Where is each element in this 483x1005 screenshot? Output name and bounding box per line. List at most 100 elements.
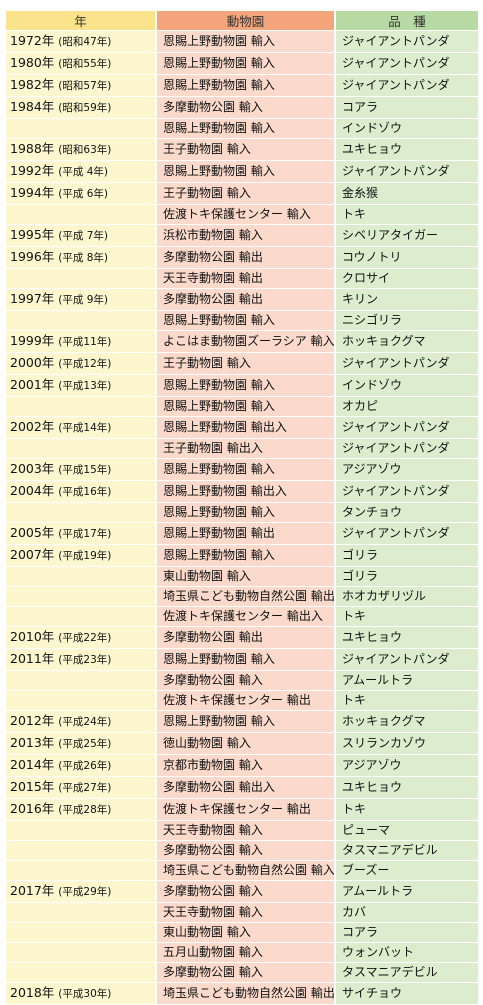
table-row: 東山動物園 輸入 ゴリラ	[6, 567, 478, 586]
zoo-cell: 五月山動物園 輸入	[157, 943, 334, 962]
year-cell: 2011年 (平成23年)	[6, 649, 155, 670]
year-cell: 2010年 (平成22年)	[6, 627, 155, 648]
zoo-cell: 恩賜上野動物園 輸入	[157, 53, 334, 74]
year-cell	[6, 397, 155, 416]
zoo-cell: 浜松市動物園 輸入	[157, 225, 334, 246]
table-row: 1999年 (平成11年) よこはま動物園ズーラシア 輸入 ホッキョクグマ	[6, 331, 478, 352]
species-cell: キリン	[336, 289, 478, 310]
zoo-cell: 王子動物園 輸出入	[157, 439, 334, 458]
table-row: 2014年 (平成26年) 京都市動物園 輸入 アジアゾウ	[6, 755, 478, 776]
year-value: 1982年	[10, 77, 55, 92]
year-cell: 2003年 (平成15年)	[6, 459, 155, 480]
zoo-cell: 恩賜上野動物園 輸入	[157, 397, 334, 416]
table-row: 1982年 (昭和57年) 恩賜上野動物園 輸入 ジャイアントパンダ	[6, 75, 478, 96]
table-row: 佐渡トキ保護センター 輸出 トキ	[6, 691, 478, 710]
species-cell: ピューマ	[336, 821, 478, 840]
era-value: (平成22年)	[58, 632, 112, 644]
zoo-cell: 恩賜上野動物園 輸入	[157, 161, 334, 182]
species-cell: ユキヒョウ	[336, 627, 478, 648]
year-value: 2018年	[10, 985, 55, 1000]
year-value: 2014年	[10, 757, 55, 772]
table-row: 五月山動物園 輸入 ウォンバット	[6, 943, 478, 962]
year-cell	[6, 567, 155, 586]
zoo-cell: 恩賜上野動物園 輸入	[157, 545, 334, 566]
year-value: 2001年	[10, 377, 55, 392]
year-value: 2017年	[10, 883, 55, 898]
year-value: 2011年	[10, 651, 55, 666]
species-cell: トキ	[336, 607, 478, 626]
year-cell: 1994年 (平成 6年)	[6, 183, 155, 204]
species-cell: アムールトラ	[336, 881, 478, 902]
year-cell	[6, 963, 155, 982]
zoo-cell: 多摩動物公園 輸入	[157, 841, 334, 860]
zoo-cell: 恩賜上野動物園 輸入	[157, 375, 334, 396]
species-cell: サイチョウ	[336, 983, 478, 1004]
species-cell: トキ	[336, 205, 478, 224]
year-cell: 2016年 (平成28年)	[6, 799, 155, 820]
year-cell: 2017年 (平成29年)	[6, 881, 155, 902]
zoo-cell: 恩賜上野動物園 輸入	[157, 75, 334, 96]
species-cell: ブーズー	[336, 861, 478, 880]
year-cell	[6, 691, 155, 710]
species-cell: ウォンバット	[336, 943, 478, 962]
year-cell	[6, 439, 155, 458]
year-cell: 2005年 (平成17年)	[6, 523, 155, 544]
year-cell: 1980年 (昭和55年)	[6, 53, 155, 74]
year-cell: 2014年 (平成26年)	[6, 755, 155, 776]
era-value: (平成19年)	[58, 550, 112, 562]
zoo-cell: 王子動物園 輸入	[157, 353, 334, 374]
table-row: 天王寺動物園 輸出 クロサイ	[6, 269, 478, 288]
table-row: 1988年 (昭和63年) 王子動物園 輸入 ユキヒョウ	[6, 139, 478, 160]
table-row: 1980年 (昭和55年) 恩賜上野動物園 輸入 ジャイアントパンダ	[6, 53, 478, 74]
table-row: 佐渡トキ保護センター 輸出入 トキ	[6, 607, 478, 626]
era-value: (平成24年)	[58, 716, 112, 728]
table-row: 王子動物園 輸出入 ジャイアントパンダ	[6, 439, 478, 458]
header-year: 年	[6, 11, 155, 30]
era-value: (平成29年)	[58, 886, 112, 898]
year-cell: 1984年 (昭和59年)	[6, 97, 155, 118]
zoo-cell: 恩賜上野動物園 輸出入	[157, 417, 334, 438]
era-value: (昭和59年)	[58, 102, 112, 114]
species-cell: タスマニアデビル	[336, 963, 478, 982]
era-value: (平成28年)	[58, 804, 112, 816]
table-row: 2003年 (平成15年) 恩賜上野動物園 輸入 アジアゾウ	[6, 459, 478, 480]
table-row: 多摩動物公園 輸入 タスマニアデビル	[6, 963, 478, 982]
species-cell: トキ	[336, 691, 478, 710]
year-value: 1984年	[10, 99, 55, 114]
table-row: 2015年 (平成27年) 多摩動物公園 輸出入 ユキヒョウ	[6, 777, 478, 798]
year-cell	[6, 311, 155, 330]
year-cell: 1997年 (平成 9年)	[6, 289, 155, 310]
year-value: 2005年	[10, 525, 55, 540]
table-row: 2017年 (平成29年) 多摩動物公園 輸入 アムールトラ	[6, 881, 478, 902]
zoo-cell: 徳山動物園 輸入	[157, 733, 334, 754]
table-row: 東山動物園 輸入 コアラ	[6, 923, 478, 942]
zoo-cell: 恩賜上野動物園 輸入	[157, 649, 334, 670]
era-value: (昭和63年)	[58, 144, 112, 156]
year-value: 1992年	[10, 163, 55, 178]
table-row: 恩賜上野動物園 輸入 タンチョウ	[6, 503, 478, 522]
zoo-cell: 恩賜上野動物園 輸入	[157, 459, 334, 480]
year-value: 2010年	[10, 629, 55, 644]
species-cell: コアラ	[336, 923, 478, 942]
zoo-animal-exchange-table: 年 動物園 品 種 1972年 (昭和47年) 恩賜上野動物園 輸入 ジャイアントパ…	[4, 10, 480, 1005]
species-cell: タスマニアデビル	[336, 841, 478, 860]
zoo-cell: 埼玉県こども動物自然公園 輸出	[157, 587, 334, 606]
year-value: 2003年	[10, 461, 55, 476]
species-cell: スリランカゾウ	[336, 733, 478, 754]
zoo-cell: 恩賜上野動物園 輸入	[157, 31, 334, 52]
zoo-cell: 東山動物園 輸入	[157, 567, 334, 586]
year-value: 2004年	[10, 483, 55, 498]
year-cell: 1982年 (昭和57年)	[6, 75, 155, 96]
year-value: 2016年	[10, 801, 55, 816]
year-cell	[6, 821, 155, 840]
table-row: 2005年 (平成17年) 恩賜上野動物園 輸出 ジャイアントパンダ	[6, 523, 478, 544]
table-row: 2007年 (平成19年) 恩賜上野動物園 輸入 ゴリラ	[6, 545, 478, 566]
species-cell: タンチョウ	[336, 503, 478, 522]
year-value: 2013年	[10, 735, 55, 750]
zoo-cell: 多摩動物公園 輸出入	[157, 777, 334, 798]
era-value: (平成26年)	[58, 760, 112, 772]
species-cell: ホオカザリヅル	[336, 587, 478, 606]
era-value: (平成11年)	[58, 336, 112, 348]
species-cell: ジャイアントパンダ	[336, 31, 478, 52]
species-cell: ジャイアントパンダ	[336, 649, 478, 670]
